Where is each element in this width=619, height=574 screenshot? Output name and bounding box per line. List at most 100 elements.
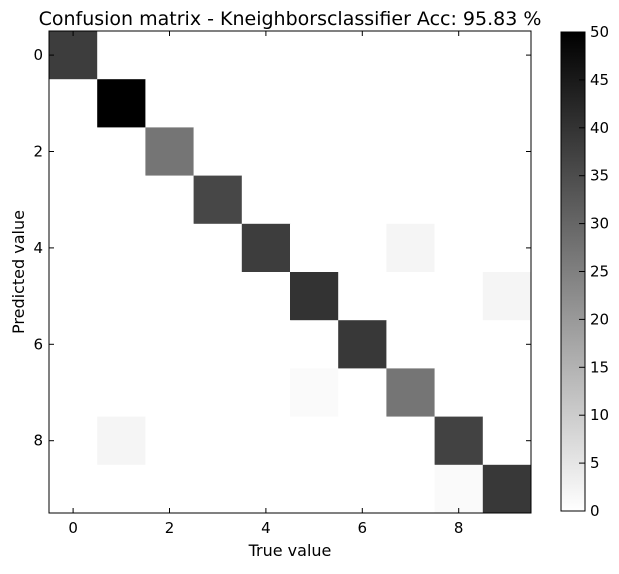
y-tick-label: 4 xyxy=(33,239,43,257)
y-tick-label: 8 xyxy=(33,432,43,450)
heatmap-cell xyxy=(290,223,339,273)
heatmap-cell xyxy=(290,272,339,321)
heatmap-cell xyxy=(49,31,98,80)
heatmap-cell xyxy=(290,416,339,466)
heatmap-cell xyxy=(338,31,387,80)
colorbar-tick-label: 0 xyxy=(590,502,600,520)
y-tick-label: 0 xyxy=(33,46,43,64)
heatmap-cell xyxy=(193,272,243,321)
heatmap-cell xyxy=(49,368,98,417)
heatmap-cell xyxy=(386,223,435,273)
heatmap-cell xyxy=(49,416,98,466)
heatmap-cell xyxy=(49,175,98,225)
heatmap-cell xyxy=(145,464,194,514)
heatmap-cell xyxy=(97,272,146,321)
heatmap-cell xyxy=(193,464,243,514)
heatmap-cell xyxy=(338,175,387,225)
colorbar-tick-label: 45 xyxy=(590,71,609,89)
heatmap-cell xyxy=(193,175,243,225)
heatmap-cell xyxy=(338,320,387,369)
heatmap-cell xyxy=(145,223,194,273)
heatmap-cell xyxy=(145,31,194,80)
heatmap-cell xyxy=(434,79,484,128)
plot-frame xyxy=(48,30,532,514)
heatmap-cell xyxy=(482,464,532,514)
heatmap-cell xyxy=(434,464,484,514)
heatmap-cell xyxy=(482,223,532,273)
heatmap-cell xyxy=(386,368,435,417)
colorbar-tick-label: 5 xyxy=(590,454,600,472)
heatmap-cell xyxy=(290,368,339,417)
heatmap-cell xyxy=(49,320,98,369)
heatmap-cell xyxy=(97,368,146,417)
colorbar: 0 5 10 15 20 25 30 35 40 45 50 xyxy=(560,23,609,520)
heatmap-cell xyxy=(434,127,484,176)
chart-title: Confusion matrix - Kneighborsclassifier … xyxy=(39,8,542,30)
colorbar-ticks: 0 5 10 15 20 25 30 35 40 45 50 xyxy=(579,23,609,520)
heatmap-cell xyxy=(145,320,194,369)
heatmap-cell xyxy=(434,320,484,369)
heatmap-cell xyxy=(434,368,484,417)
heatmap-cell xyxy=(338,127,387,176)
heatmap-cell xyxy=(97,320,146,369)
heatmap-cell xyxy=(290,127,339,176)
heatmap-cell xyxy=(290,31,339,80)
colorbar-tick-label: 35 xyxy=(590,167,609,185)
heatmap-cell xyxy=(49,127,98,176)
heatmap-cell xyxy=(97,79,146,128)
plot-border xyxy=(48,30,532,514)
colorbar-tick-label: 25 xyxy=(590,263,609,281)
colorbar-tick-label: 15 xyxy=(590,358,609,376)
heatmap-cell xyxy=(241,31,291,80)
x-axis-label: True value xyxy=(248,541,332,560)
heatmap-cell xyxy=(338,368,387,417)
heatmap-cell xyxy=(97,464,146,514)
heatmap-cell xyxy=(482,175,532,225)
heatmap-cell xyxy=(338,464,387,514)
colorbar-tick-label: 30 xyxy=(590,215,609,233)
heatmap-cell xyxy=(193,320,243,369)
heatmap-cell xyxy=(482,416,532,466)
heatmap-cell xyxy=(386,79,435,128)
heatmap-cell xyxy=(145,272,194,321)
heatmap-cell xyxy=(386,272,435,321)
x-axis-ticks: 0 2 4 6 8 xyxy=(68,31,463,537)
colorbar-tick-label: 10 xyxy=(590,406,609,424)
x-tick-label: 6 xyxy=(358,519,368,537)
heatmap-cell xyxy=(482,127,532,176)
heatmap-cell xyxy=(482,320,532,369)
colorbar-tick-label: 20 xyxy=(590,310,609,328)
heatmap-cell xyxy=(241,127,291,176)
heatmap-cell xyxy=(434,416,484,466)
y-tick-label: 6 xyxy=(33,335,43,353)
heatmap-cell xyxy=(434,175,484,225)
heatmap-cell xyxy=(434,223,484,273)
heatmap-cell xyxy=(49,272,98,321)
heatmap-cells xyxy=(49,31,532,514)
heatmap-cell xyxy=(241,368,291,417)
heatmap-cell xyxy=(386,464,435,514)
heatmap-cell xyxy=(434,31,484,80)
heatmap-cell xyxy=(193,223,243,273)
heatmap-cell xyxy=(290,320,339,369)
x-tick-label: 2 xyxy=(165,519,175,537)
heatmap-cell xyxy=(482,31,532,80)
colorbar-tick-label: 40 xyxy=(590,119,609,137)
y-axis-ticks: 0 2 4 6 8 xyxy=(33,46,531,450)
heatmap-cell xyxy=(482,79,532,128)
heatmap-cell xyxy=(386,127,435,176)
heatmap-cell xyxy=(338,272,387,321)
heatmap-cell xyxy=(49,223,98,273)
heatmap-cell xyxy=(193,127,243,176)
x-tick-label: 0 xyxy=(68,519,78,537)
heatmap-cell xyxy=(241,223,291,273)
heatmap-cell xyxy=(482,368,532,417)
heatmap-cell xyxy=(49,464,98,514)
heatmap-cell xyxy=(290,464,339,514)
y-axis-label: Predicted value xyxy=(9,210,28,334)
heatmap-cell xyxy=(386,31,435,80)
heatmap-cell xyxy=(97,127,146,176)
heatmap-cell xyxy=(241,175,291,225)
heatmap-cell xyxy=(386,416,435,466)
